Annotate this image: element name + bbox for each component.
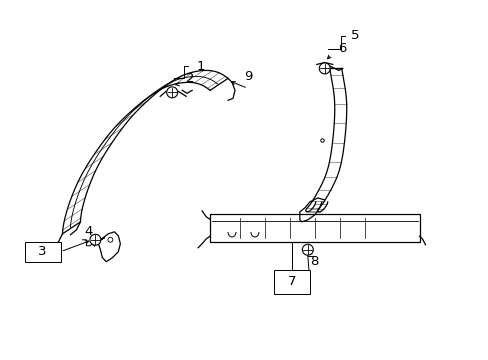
Text: 5: 5 [350, 29, 359, 42]
Text: 2: 2 [186, 72, 194, 85]
Text: 3: 3 [38, 245, 47, 258]
Text: 8: 8 [310, 255, 318, 268]
Circle shape [319, 63, 329, 74]
Text: 4: 4 [84, 225, 92, 238]
Polygon shape [98, 232, 120, 262]
Text: 9: 9 [244, 70, 252, 84]
Circle shape [302, 244, 313, 255]
Bar [273, 270, 309, 293]
Text: 1: 1 [196, 60, 204, 73]
Polygon shape [62, 71, 227, 234]
Text: 7: 7 [287, 275, 296, 288]
Text: 6: 6 [337, 42, 346, 55]
Circle shape [90, 234, 101, 245]
Bar [24, 242, 61, 262]
Bar [210, 214, 419, 242]
Polygon shape [305, 68, 346, 212]
Circle shape [166, 87, 177, 98]
